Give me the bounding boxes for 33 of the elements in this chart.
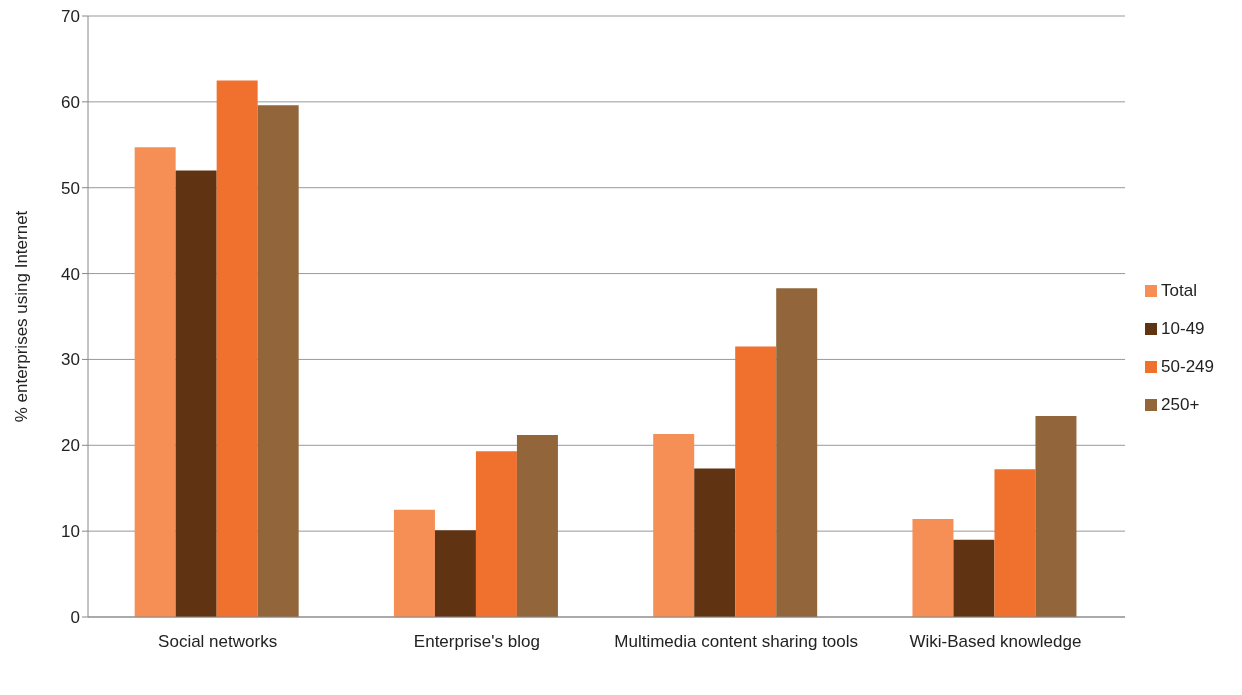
y-tick-label: 0 [70,608,80,628]
x-tick-label: Enterprise's blog [413,632,540,652]
bar [134,147,176,617]
bar [216,80,258,617]
legend-label: 50-249 [1161,356,1214,376]
bar [393,509,435,617]
y-tick-label: 50 [61,178,80,198]
bar [1035,416,1077,617]
legend-label: 10-49 [1161,318,1205,338]
bar [175,170,217,617]
bar [516,434,558,617]
y-axis-title: % enterprises using Internet [12,210,32,423]
bar [735,346,777,617]
x-tick-label: Multimedia content sharing tools [614,632,859,652]
bar [953,539,995,617]
y-tick-label: 20 [61,436,80,456]
y-tick-label: 10 [61,522,80,542]
bar [694,468,736,617]
bar [776,288,818,617]
y-tick-label: 30 [61,350,80,370]
bar [653,434,695,617]
bar [475,451,517,617]
legend-label: 250+ [1161,394,1200,414]
y-tick-label: 40 [61,264,80,284]
legend-label: Total [1161,280,1197,300]
bar [912,519,954,617]
x-tick-label: Social networks [158,632,278,652]
bar [994,469,1036,617]
bar [434,530,476,617]
bar [257,105,299,617]
x-tick-label: Wiki-Based knowledge [909,632,1082,652]
y-tick-label: 60 [61,92,80,112]
y-tick-label: 70 [61,7,80,27]
